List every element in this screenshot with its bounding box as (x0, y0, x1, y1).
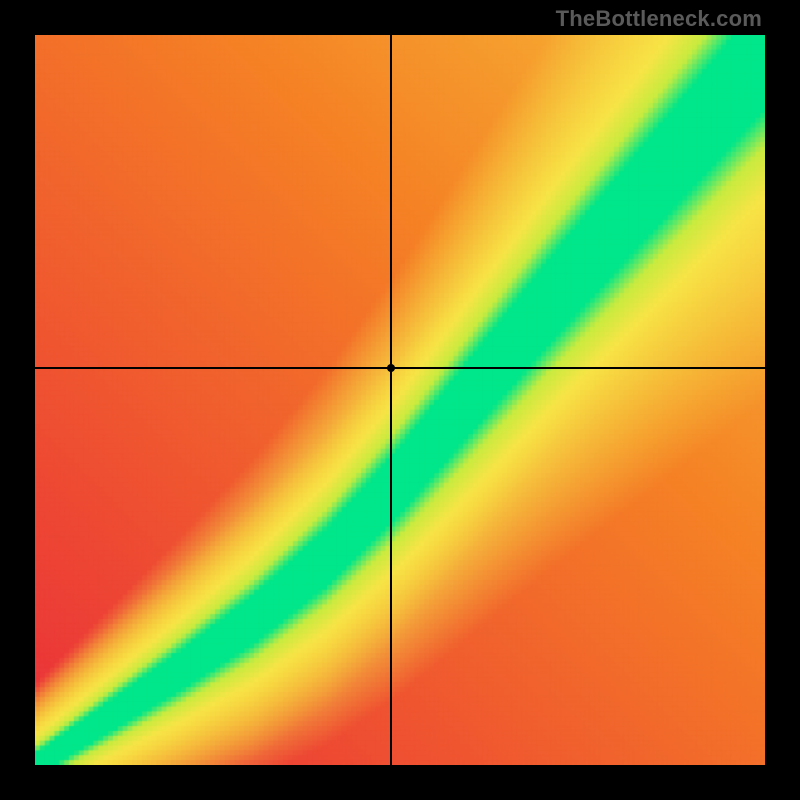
chart-container: TheBottleneck.com (0, 0, 800, 800)
crosshair-vertical (390, 35, 392, 765)
plot-area (35, 35, 765, 765)
watermark-text: TheBottleneck.com (556, 6, 762, 32)
crosshair-marker (387, 364, 395, 372)
crosshair-horizontal (35, 367, 765, 369)
heatmap-canvas (35, 35, 765, 765)
